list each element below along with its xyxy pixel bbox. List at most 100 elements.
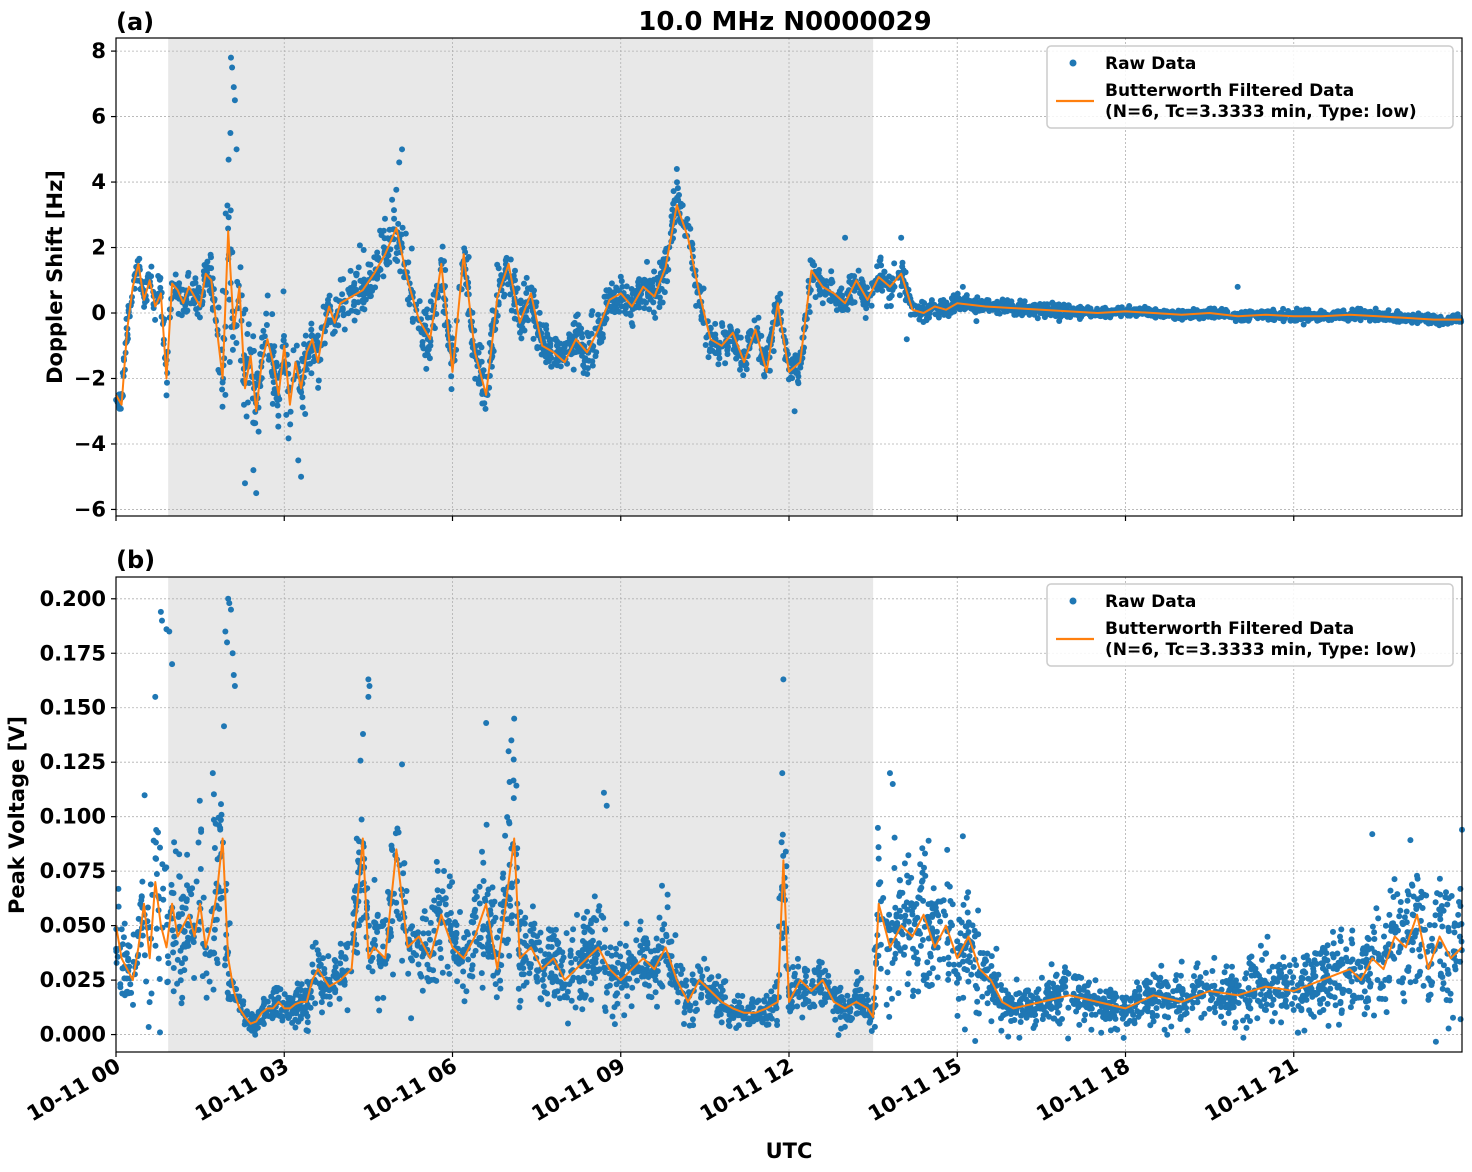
raw-data-point: [1338, 1007, 1345, 1014]
raw-data-point: [810, 262, 817, 269]
raw-data-point: [621, 1012, 628, 1019]
raw-data-point: [152, 855, 159, 862]
raw-data-point: [227, 129, 234, 136]
raw-data-point: [1451, 312, 1457, 319]
y-tick-label: 0: [91, 301, 106, 325]
raw-data-point: [1225, 1010, 1232, 1017]
raw-data-point: [229, 334, 236, 340]
raw-data-point: [1375, 317, 1382, 324]
raw-data-point: [367, 293, 374, 299]
raw-data-point: [438, 955, 444, 961]
raw-data-point: [194, 287, 201, 294]
raw-data-point: [176, 873, 183, 880]
raw-data-point: [606, 287, 613, 293]
raw-data-point: [380, 273, 387, 280]
legend-raw-marker: [1069, 59, 1077, 67]
raw-data-point: [206, 978, 213, 985]
raw-data-point: [1232, 1019, 1239, 1026]
raw-data-point: [415, 961, 422, 968]
raw-data-point: [229, 346, 236, 353]
raw-data-point: [153, 925, 160, 932]
raw-data-point: [719, 320, 725, 327]
raw-data-point: [340, 312, 347, 319]
raw-data-point: [506, 952, 513, 959]
raw-data-point: [526, 970, 533, 977]
raw-data-point: [884, 969, 891, 976]
raw-data-point: [1414, 320, 1421, 327]
raw-data-point: [497, 985, 504, 992]
raw-data-point: [1055, 301, 1062, 308]
raw-data-point: [424, 314, 431, 321]
raw-data-point: [1094, 305, 1101, 312]
raw-data-point: [1271, 1010, 1278, 1016]
raw-data-point: [168, 881, 175, 888]
raw-data-point: [157, 284, 164, 291]
legend-raw-label: Raw Data: [1105, 54, 1196, 74]
raw-data-point: [905, 970, 912, 977]
raw-data-point: [773, 1005, 780, 1012]
raw-data-point: [1404, 897, 1411, 904]
raw-data-point: [961, 1026, 968, 1033]
raw-data-point: [1054, 1009, 1061, 1016]
raw-data-point: [270, 390, 277, 397]
raw-data-point: [448, 386, 455, 393]
raw-data-point: [170, 949, 177, 956]
raw-data-point: [263, 322, 270, 328]
raw-data-point: [1408, 881, 1415, 888]
raw-data-point: [716, 355, 723, 362]
raw-data-point: [383, 259, 390, 266]
raw-data-point: [842, 234, 849, 241]
raw-data-point: [956, 916, 963, 923]
raw-data-point: [595, 311, 602, 318]
raw-data-point: [241, 480, 248, 487]
raw-data-point: [163, 392, 170, 399]
raw-data-point: [273, 359, 280, 366]
raw-data-point: [1400, 990, 1407, 997]
raw-data-point: [248, 349, 255, 356]
raw-data-point: [1191, 973, 1197, 980]
raw-data-point: [299, 394, 306, 401]
raw-data-point: [1269, 1018, 1276, 1025]
raw-data-point: [668, 213, 675, 220]
raw-data-point: [193, 878, 200, 885]
raw-data-point: [170, 965, 177, 971]
raw-data-point: [789, 356, 796, 363]
raw-data-point: [178, 1000, 185, 1007]
raw-data-point: [521, 280, 527, 287]
raw-data-point: [222, 962, 228, 969]
raw-data-point: [385, 888, 391, 895]
raw-data-point: [1268, 316, 1275, 323]
raw-data-point: [927, 950, 934, 957]
raw-data-point: [1232, 1024, 1238, 1031]
raw-data-point: [200, 894, 207, 901]
raw-data-point: [937, 918, 944, 925]
raw-data-point: [727, 323, 734, 330]
raw-data-point: [862, 315, 869, 321]
raw-data-point: [225, 156, 232, 163]
raw-data-point: [139, 878, 146, 885]
y-tick-label: 4: [91, 170, 106, 194]
raw-data-point: [677, 203, 684, 210]
raw-data-point: [325, 953, 332, 960]
raw-data-point: [637, 918, 644, 925]
raw-data-point: [469, 912, 476, 919]
raw-data-point: [948, 309, 955, 316]
raw-data-point: [903, 336, 910, 343]
raw-data-point: [1224, 1001, 1231, 1008]
raw-data-point: [419, 339, 426, 345]
raw-data-point: [553, 359, 560, 366]
raw-data-point: [359, 298, 366, 305]
raw-data-point: [233, 146, 240, 153]
raw-data-point: [959, 283, 966, 290]
raw-data-point: [567, 951, 574, 958]
raw-data-point: [891, 260, 898, 267]
raw-data-point: [424, 961, 431, 968]
raw-data-point: [396, 159, 403, 166]
raw-data-point: [183, 308, 190, 315]
raw-data-point: [1330, 940, 1337, 947]
raw-data-point: [480, 367, 487, 374]
raw-data-point: [1300, 321, 1307, 328]
raw-data-point: [1099, 305, 1106, 312]
raw-data-point: [244, 399, 251, 406]
raw-data-point: [181, 928, 188, 935]
